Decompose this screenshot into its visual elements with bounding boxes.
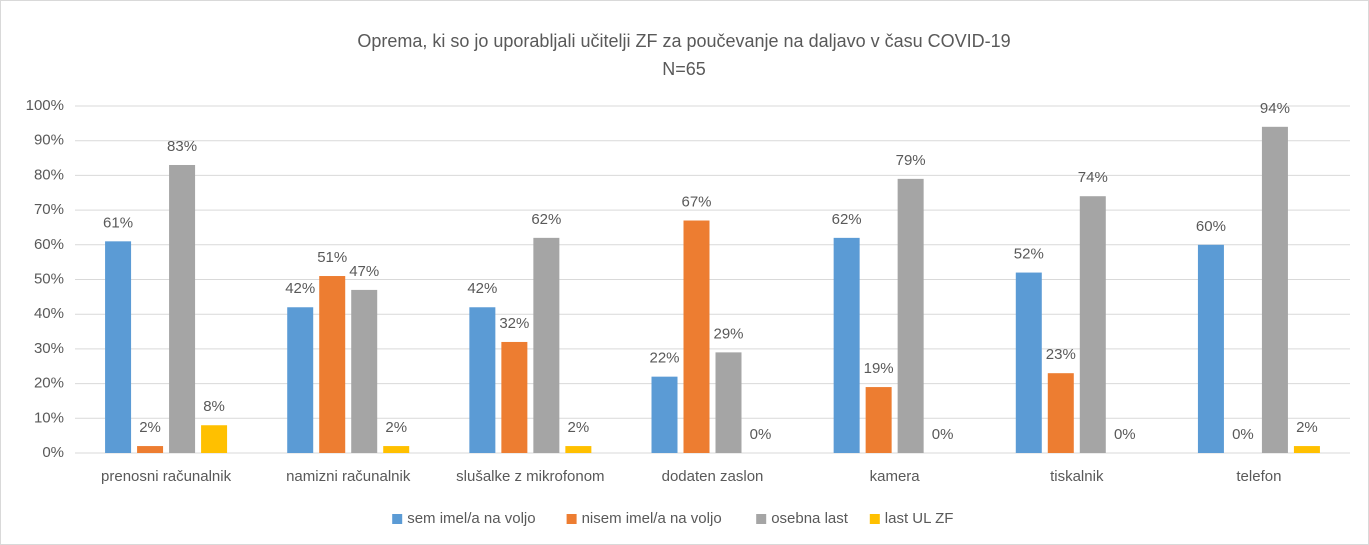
y-tick-label: 10%	[34, 409, 64, 426]
y-tick-label: 70%	[34, 201, 64, 218]
data-label: 2%	[385, 419, 407, 436]
bar	[137, 446, 164, 453]
bar	[1079, 196, 1106, 453]
data-label: 94%	[1260, 100, 1290, 117]
bar	[105, 241, 132, 453]
x-tick-label: kamera	[870, 468, 921, 485]
data-label: 42%	[285, 280, 315, 297]
y-tick-label: 40%	[34, 305, 64, 322]
y-tick-label: 30%	[34, 340, 64, 357]
bar	[169, 164, 196, 454]
data-label: 0%	[1114, 426, 1136, 443]
bar	[1261, 126, 1288, 453]
data-label: 51%	[317, 249, 347, 266]
legend-label: last UL ZF	[885, 510, 954, 527]
data-label: 2%	[568, 419, 590, 436]
data-label: 83%	[167, 138, 197, 155]
legend-label: nisem imel/a na voljo	[582, 510, 722, 527]
legend-swatch	[756, 514, 767, 524]
bar	[651, 376, 678, 453]
bar	[533, 237, 560, 453]
bar	[351, 289, 378, 453]
chart-subtitle: N=65	[662, 59, 706, 79]
x-tick-label: tiskalnik	[1050, 468, 1104, 485]
data-label: 67%	[681, 193, 711, 210]
y-tick-label: 0%	[42, 444, 64, 461]
x-tick-label: slušalke z mikrofonom	[456, 468, 604, 485]
bar	[715, 352, 742, 453]
bar	[1293, 446, 1320, 453]
bar	[565, 446, 592, 453]
data-label: 0%	[1232, 426, 1254, 443]
data-label: 2%	[139, 419, 161, 436]
data-label: 23%	[1046, 346, 1076, 363]
data-label: 42%	[467, 280, 497, 297]
data-label: 79%	[896, 152, 926, 169]
legend-swatch	[392, 514, 403, 524]
data-label: 0%	[932, 426, 954, 443]
y-tick-label: 80%	[34, 166, 64, 183]
data-label: 52%	[1014, 246, 1044, 263]
data-label: 8%	[203, 398, 225, 415]
legend-label: sem imel/a na voljo	[407, 510, 535, 527]
bar	[1015, 272, 1042, 453]
data-label: 74%	[1078, 169, 1108, 186]
bar	[287, 307, 314, 453]
data-label: 22%	[649, 350, 679, 367]
x-tick-label: prenosni računalnik	[101, 468, 232, 485]
bar	[683, 220, 710, 453]
data-label: 60%	[1196, 218, 1226, 235]
data-label: 29%	[713, 325, 743, 342]
data-label: 0%	[750, 426, 772, 443]
data-label: 32%	[499, 315, 529, 332]
y-tick-label: 50%	[34, 270, 64, 287]
legend-swatch	[566, 514, 577, 524]
bar	[501, 341, 528, 453]
bar	[897, 178, 924, 453]
bar	[1047, 373, 1074, 453]
bar	[319, 276, 346, 453]
bar	[833, 237, 860, 453]
x-tick-label: telefon	[1236, 468, 1281, 485]
y-tick-label: 20%	[34, 375, 64, 392]
legend-label: osebna last	[771, 510, 849, 527]
y-tick-label: 90%	[34, 132, 64, 149]
x-tick-label: dodaten zaslon	[662, 468, 764, 485]
data-label: 61%	[103, 214, 133, 231]
bar	[469, 307, 496, 453]
y-tick-label: 100%	[26, 97, 64, 114]
bar	[1197, 244, 1224, 453]
data-label: 62%	[832, 211, 862, 228]
data-label: 62%	[531, 211, 561, 228]
chart-title: Oprema, ki so jo uporabljali učitelji ZF…	[357, 31, 1010, 51]
bar	[201, 425, 228, 453]
data-label: 19%	[864, 360, 894, 377]
bar	[383, 446, 410, 453]
legend-swatch	[869, 514, 880, 524]
bar	[865, 387, 892, 453]
y-tick-label: 60%	[34, 236, 64, 253]
data-label: 47%	[349, 263, 379, 280]
x-tick-label: namizni računalnik	[286, 468, 411, 485]
data-label: 2%	[1296, 419, 1318, 436]
